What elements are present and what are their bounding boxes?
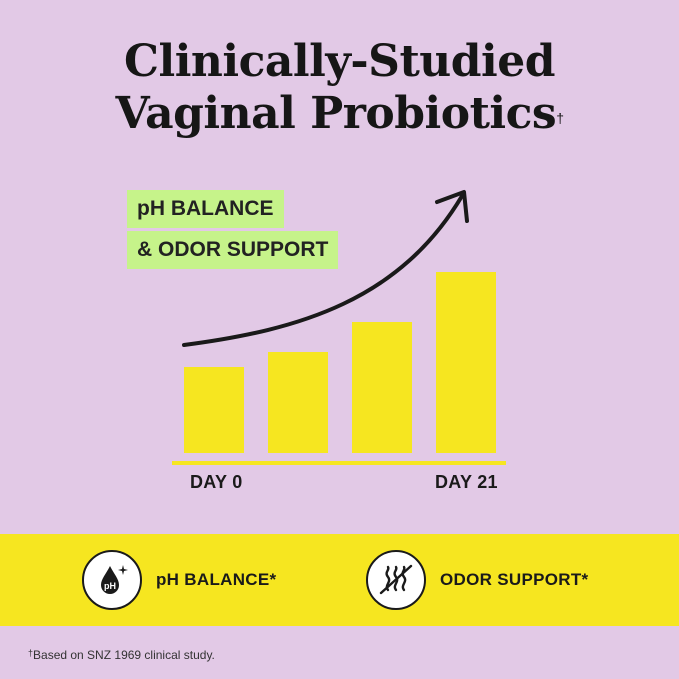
title-line-2: Vaginal Probiotics xyxy=(115,88,557,139)
trend-arrowhead xyxy=(435,190,469,223)
x-axis-start-label: DAY 0 xyxy=(190,472,243,492)
bar-4 xyxy=(436,272,496,453)
ph-drop-icon: pH xyxy=(82,550,142,610)
bar-3 xyxy=(352,322,412,453)
feature-ph-balance: pH pH BALANCE* xyxy=(82,534,276,626)
footnote-text: Based on SNZ 1969 clinical study. xyxy=(33,648,215,662)
no-odor-icon xyxy=(366,550,426,610)
title-line-1: Clinically-Studied xyxy=(123,36,556,87)
footnote: †Based on SNZ 1969 clinical study. xyxy=(28,648,215,662)
bar-chart xyxy=(172,190,506,465)
badge-ph-balance: pH BALANCE xyxy=(127,190,284,228)
bars-group xyxy=(184,272,496,453)
trend-arrow-line xyxy=(182,194,464,347)
feature-label-odor: ODOR SUPPORT* xyxy=(440,570,589,589)
feature-odor-support: ODOR SUPPORT* xyxy=(366,534,588,626)
svg-text:pH: pH xyxy=(104,581,116,591)
x-axis-end-label: DAY 21 xyxy=(435,472,498,492)
feature-band: pH pH BALANCE* ODOR SUPPORT* xyxy=(0,534,679,626)
page-title: Clinically-Studied Vaginal Probiotics† xyxy=(0,36,679,140)
bar-1 xyxy=(184,367,244,453)
title-dagger: † xyxy=(556,110,564,126)
badge-odor-support: & ODOR SUPPORT xyxy=(127,231,339,269)
bar-2 xyxy=(268,352,328,453)
feature-label-ph: pH BALANCE* xyxy=(156,570,277,589)
footnote-dagger: † xyxy=(28,648,34,658)
